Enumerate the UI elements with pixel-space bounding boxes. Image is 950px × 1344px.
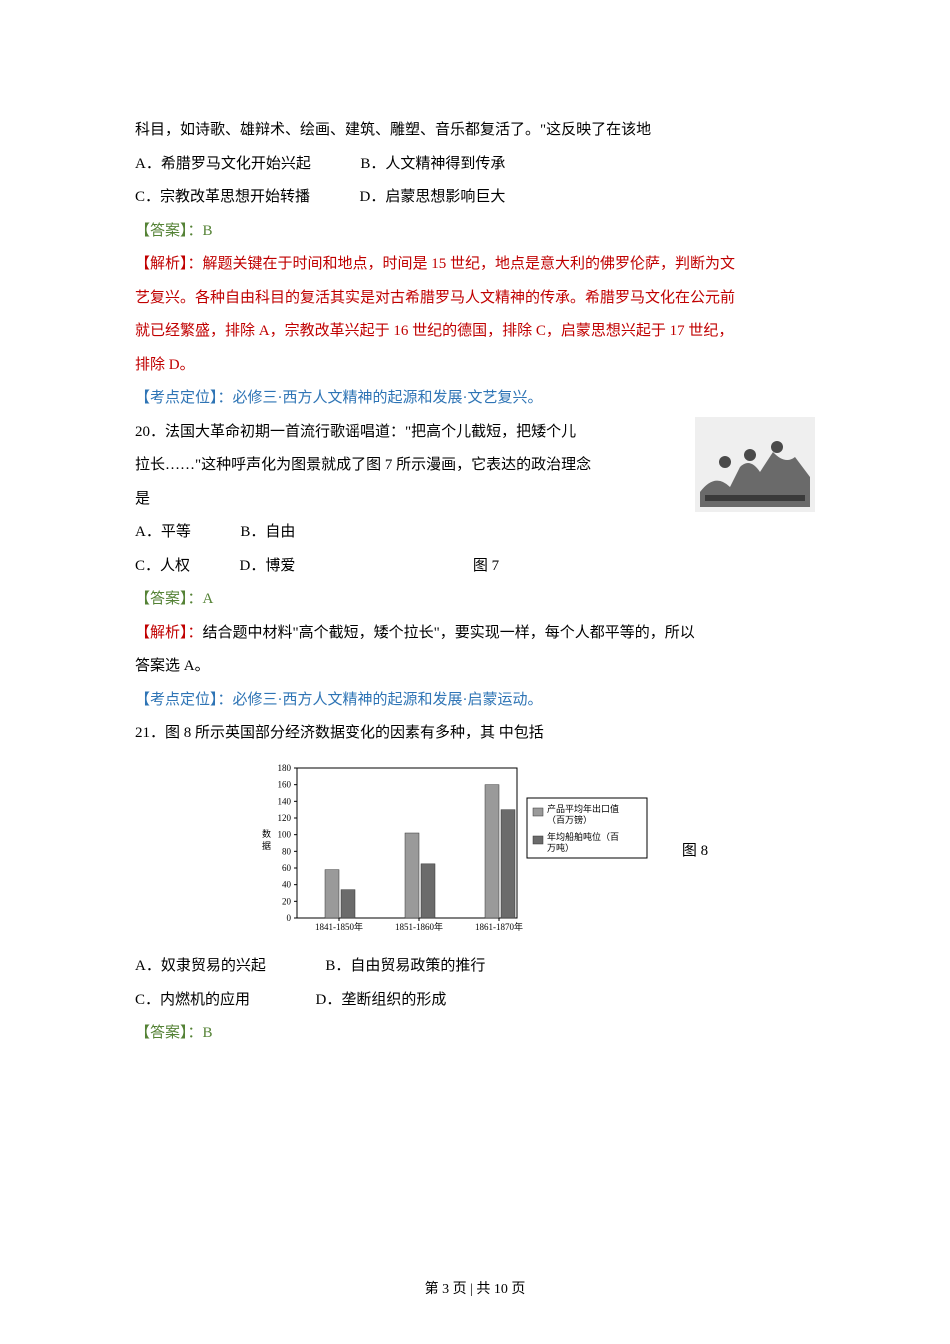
q19-kaodian: 【考点定位】：必修三·西方人文精神的起源和发展·文艺复兴。 [135,383,815,415]
q21-chart: 0 20 40 60 80 100 120 140 160 180 数据 1841-1850年 1851… [242,758,652,946]
q20-options-row2: C．人权 D．博爱 图 7 [135,551,815,583]
svg-text:数: 数 [262,828,271,839]
q20-analysis-line2: 答案选 A。 [135,651,815,683]
q21-options-row2: C．内燃机的应用 D．垄断组织的形成 [135,985,815,1017]
svg-text:180: 180 [277,763,291,773]
answer-value: B [203,223,213,239]
answer-value: B [203,1025,213,1041]
svg-text:1841-1850年: 1841-1850年 [315,921,363,932]
svg-text:1851-1860年: 1851-1860年 [395,921,443,932]
svg-text:0: 0 [286,913,291,923]
analysis-text-1: 解题关键在于时间和地点，时间是 15 世纪，地点是意大利的佛罗伦萨，判断为文 [203,256,736,272]
svg-text:160: 160 [277,779,291,789]
svg-text:产品平均年出口值: 产品平均年出口值 [547,803,619,814]
q19-opt-d: D．启蒙思想影响巨大 [360,189,506,205]
q19-analysis-line4: 排除 D。 [135,350,815,382]
answer-label: 【答案】： [135,223,203,239]
q20-stem-row: 20．法国大革命初期一首流行歌谣唱道："把高个儿截短，把矮个儿 拉长……"这种呼… [135,417,815,518]
analysis-text-4: 排除 D。 [135,357,195,373]
kaodian-value: 必修三·西方人文精神的起源和发展·启蒙运动。 [233,692,543,708]
q20-stem-3: 是 [135,484,687,516]
q21-fig-caption: 图 8 [682,836,708,868]
q21-opt-a: A．奴隶贸易的兴起 [135,958,266,974]
q21-chart-row: 0 20 40 60 80 100 120 140 160 180 数据 1841-1850年 1851… [135,758,815,946]
svg-text:120: 120 [277,813,291,823]
answer-label: 【答案】： [135,591,203,607]
q20-opt-d: D．博爱 [240,558,296,574]
q20-opt-a: A．平等 [135,524,191,540]
q21-answer: 【答案】：B [135,1018,815,1050]
q20-options-row1: A．平等 B．自由 [135,517,815,549]
svg-text:80: 80 [282,846,292,856]
kaodian-label: 【考点定位】： [135,692,233,708]
answer-value: A [203,591,214,607]
svg-text:（百万镑）: （百万镑） [547,814,592,825]
cartoon-icon [695,417,815,512]
svg-text:20: 20 [282,896,292,906]
q19-analysis-line2: 艺复兴。各种自由科目的复活其实是对古希腊罗马人文精神的传承。希腊罗马文化在公元前 [135,283,815,315]
q21-opt-b: B．自由贸易政策的推行 [325,958,485,974]
svg-text:据: 据 [262,840,271,851]
q20-stem-1: 20．法国大革命初期一首流行歌谣唱道："把高个儿截短，把矮个儿 [135,417,687,449]
q21-stem: 21．图 8 所示英国部分经济数据变化的因素有多种，其 中包括 [135,718,815,750]
page-footer: 第 3 页 | 共 10 页 [0,1278,950,1298]
kaodian-value: 必修三·西方人文精神的起源和发展·文艺复兴。 [233,390,543,406]
svg-text:1861-1870年: 1861-1870年 [475,921,523,932]
q19-opt-b: B．人文精神得到传承 [360,156,505,172]
q20-answer: 【答案】：A [135,584,815,616]
svg-text:万吨）: 万吨） [547,842,574,853]
analysis-label: 【解析】： [135,256,203,272]
q20-kaodian: 【考点定位】：必修三·西方人文精神的起源和发展·启蒙运动。 [135,685,815,717]
q20-opt-b: B．自由 [240,524,295,540]
svg-text:40: 40 [282,879,292,889]
svg-text:年均船舶吨位（百: 年均船舶吨位（百 [547,831,619,842]
svg-text:60: 60 [282,863,292,873]
q19-options-row1: A．希腊罗马文化开始兴起 B．人文精神得到传承 [135,149,815,181]
page-content: 科目，如诗歌、雄辩术、绘画、建筑、雕塑、音乐都复活了。"这反映了在该地 A．希腊… [0,0,950,1050]
bar-chart-icon: 0 20 40 60 80 100 120 140 160 180 数据 1841-1850年 1851… [242,758,652,933]
q20-fig-caption: 图 7 [473,558,499,574]
q19-opt-c: C．宗教改革思想开始转播 [135,189,310,205]
q21-opt-c: C．内燃机的应用 [135,992,250,1008]
q19-options-row2: C．宗教改革思想开始转播 D．启蒙思想影响巨大 [135,182,815,214]
q20-opt-c: C．人权 [135,558,190,574]
q19-analysis-line3: 就已经繁盛，排除 A，宗教改革兴起于 16 世纪的德国，排除 C，启蒙思想兴起于… [135,316,815,348]
q19-analysis-line1: 【解析】：解题关键在于时间和地点，时间是 15 世纪，地点是意大利的佛罗伦萨，判… [135,249,815,281]
answer-label: 【答案】： [135,1025,203,1041]
svg-text:140: 140 [277,796,291,806]
q19-tail-line: 科目，如诗歌、雄辩术、绘画、建筑、雕塑、音乐都复活了。"这反映了在该地 [135,115,815,147]
analysis-text-1: 结合题中材料"高个截短，矮个拉长"，要实现一样，每个人都平等的，所以 [203,625,695,641]
svg-text:100: 100 [277,829,291,839]
q21-options-row1: A．奴隶贸易的兴起 B．自由贸易政策的推行 [135,951,815,983]
q21-opt-d: D．垄断组织的形成 [316,992,447,1008]
q20-analysis-line1: 【解析】：结合题中材料"高个截短，矮个拉长"，要实现一样，每个人都平等的，所以 [135,618,815,650]
kaodian-label: 【考点定位】： [135,390,233,406]
analysis-label: 【解析】： [135,625,203,641]
q19-answer: 【答案】：B [135,216,815,248]
q19-opt-a: A．希腊罗马文化开始兴起 [135,156,311,172]
q20-stem-2: 拉长……"这种呼声化为图景就成了图 7 所示漫画，它表达的政治理念 [135,450,687,482]
q20-cartoon-image [695,417,815,512]
